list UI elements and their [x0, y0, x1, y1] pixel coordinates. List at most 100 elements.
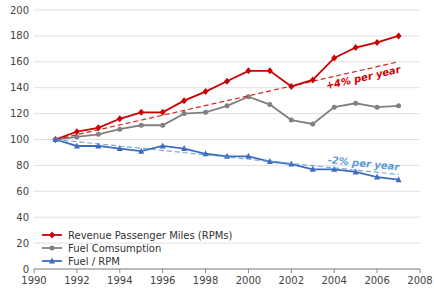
x-tick: [291, 269, 292, 273]
point: [117, 115, 123, 122]
y-tick-label: 100: [10, 134, 29, 145]
y-tick-label: 40: [16, 212, 29, 223]
y-tick-label: 80: [16, 160, 29, 171]
legend-label: Fuel Comsumption: [68, 243, 161, 254]
plot-area: [52, 32, 401, 182]
point: [138, 109, 144, 116]
y-tick-label: 200: [10, 5, 29, 16]
grid-line: [34, 269, 420, 270]
annotations: +4% per year -2% per year: [325, 64, 403, 173]
point: [289, 118, 294, 123]
point: [396, 32, 402, 39]
series: [53, 94, 401, 142]
x-tick: [334, 269, 335, 273]
legend-marker: [49, 258, 55, 264]
point: [74, 142, 80, 148]
x-tick-label: 1990: [21, 275, 46, 286]
point: [331, 166, 337, 172]
trend-path: [55, 62, 398, 140]
grid-line: [34, 139, 420, 140]
x-axis-line: [34, 269, 420, 270]
x-tick-label: 2000: [236, 275, 261, 286]
x-tick: [377, 269, 378, 273]
x-tick-label: 1998: [193, 275, 218, 286]
grid-line: [34, 35, 420, 36]
point: [245, 153, 251, 159]
y-tick-label: 20: [16, 238, 29, 249]
grid-line: [34, 10, 420, 11]
point: [396, 103, 401, 108]
point: [353, 44, 359, 51]
trend-line: [55, 62, 398, 140]
point: [182, 111, 187, 116]
x-tick: [76, 269, 77, 273]
x-tick-label: 1994: [107, 275, 132, 286]
x-tick-label: 1996: [150, 275, 175, 286]
legend-marker: [49, 232, 55, 239]
legend-item: Fuel / RPM: [42, 256, 120, 267]
x-axis: 1990 1992 1994 1996 1998 2000 2002 2004 2006 2008: [21, 269, 432, 286]
point: [224, 153, 230, 159]
point: [332, 105, 337, 110]
legend-item: Fuel Comsumption: [42, 243, 161, 254]
grid-line: [34, 61, 420, 62]
chart: 0204060801001201401601802001990199219941…: [0, 0, 434, 293]
point: [139, 123, 144, 128]
x-tick-label: 1992: [64, 275, 89, 286]
line-path: [55, 36, 398, 140]
x-tick: [248, 269, 249, 273]
point: [203, 88, 209, 95]
x-tick: [162, 269, 163, 273]
y-axis: 0 20 40 60 80 100 120 140 160 180 200: [10, 5, 420, 275]
y-tick-label: 180: [10, 30, 29, 41]
x-tick: [205, 269, 206, 273]
point: [310, 166, 316, 172]
x-tick-label: 2004: [321, 275, 346, 286]
y-tick-label: 60: [16, 186, 29, 197]
series: [52, 32, 401, 143]
point: [374, 174, 380, 180]
y-tick-label: 140: [10, 82, 29, 93]
point: [267, 67, 273, 74]
legend-item: Revenue Passenger Miles (RPMs): [42, 230, 233, 241]
point: [375, 105, 380, 110]
point: [203, 110, 208, 115]
point: [160, 123, 165, 128]
point: [96, 132, 101, 137]
point: [225, 103, 230, 108]
x-tick-label: 2006: [364, 275, 389, 286]
point: [353, 168, 359, 174]
x-tick: [119, 269, 120, 273]
point: [181, 97, 187, 104]
x-tick: [34, 269, 35, 273]
grid-line: [34, 113, 420, 114]
annotation: -2% per year: [327, 154, 401, 172]
point: [160, 142, 166, 148]
series: [52, 136, 401, 182]
grid-line: [34, 217, 420, 218]
x-tick: [420, 269, 421, 273]
y-tick-label: 0: [23, 264, 29, 275]
x-tick-label: 2008: [407, 275, 432, 286]
point: [181, 145, 187, 151]
y-tick-label: 120: [10, 108, 29, 119]
line-path: [55, 97, 398, 140]
point: [353, 101, 358, 106]
point: [374, 39, 380, 46]
point: [310, 76, 316, 83]
annotation: +4% per year: [325, 64, 403, 92]
legend-label: Fuel / RPM: [68, 256, 120, 267]
point: [117, 127, 122, 132]
point: [245, 67, 251, 74]
grid-line: [34, 87, 420, 88]
x-tick-label: 2002: [279, 275, 304, 286]
y-tick-label: 160: [10, 56, 29, 67]
legend-label: Revenue Passenger Miles (RPMs): [68, 230, 233, 241]
legend-marker: [50, 246, 55, 251]
point: [224, 78, 230, 85]
grid-line: [34, 191, 420, 192]
point: [267, 102, 272, 107]
point: [396, 176, 402, 182]
legend: Revenue Passenger Miles (RPMs) Fuel Comsu…: [42, 230, 233, 267]
point: [331, 54, 337, 61]
